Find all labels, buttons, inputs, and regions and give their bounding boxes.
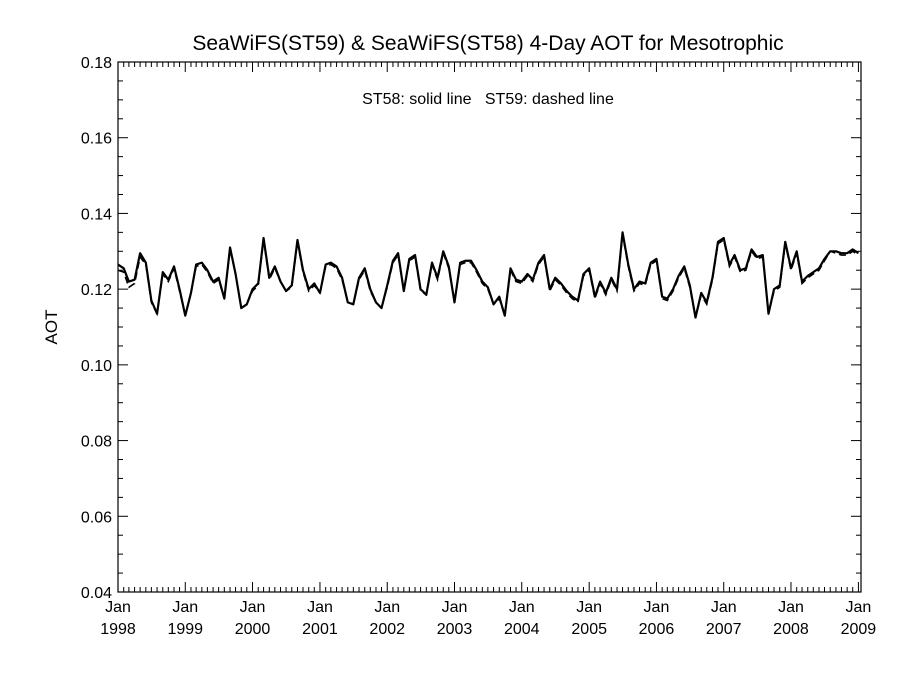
chart-annotation: ST58: solid line ST59: dashed line — [362, 91, 614, 108]
x-tick-label-year: 2006 — [639, 621, 675, 638]
plot-frame — [117, 61, 862, 593]
y-tick-label: 0.10 — [81, 358, 112, 375]
series-line-st58 — [117, 231, 860, 319]
x-tick-label-year: 2007 — [706, 621, 742, 638]
y-axis-label: AOT — [42, 310, 61, 345]
chart-title: SeaWiFS(ST59) & SeaWiFS(ST58) 4-Day AOT … — [192, 32, 783, 55]
y-axis: 0.04 0.06 0.08 0.10 0.12 0.14 0.16 0.18 — [81, 55, 861, 602]
y-tick-label: 0.08 — [81, 434, 112, 451]
x-tick-label-year: 2002 — [369, 621, 405, 638]
x-tick-label-year: 2003 — [437, 621, 473, 638]
x-tick-label-month: Jan — [240, 599, 266, 616]
x-tick-label-month: Jan — [172, 599, 198, 616]
y-tick-label: 0.04 — [81, 585, 112, 602]
x-axis: Jan 1998 Jan 1999 Jan 2000 Jan 2001 Jan 2002 Jan 20… — [100, 62, 876, 638]
x-tick-label-year: 2000 — [235, 621, 271, 638]
y-tick-label: 0.06 — [81, 509, 112, 526]
x-tick-label-year: 2004 — [504, 621, 540, 638]
x-tick-label-month: Jan — [374, 599, 400, 616]
series-line-st59 — [117, 234, 859, 318]
series-layer — [117, 231, 860, 319]
x-tick-label-year: 2005 — [571, 621, 607, 638]
y-tick-label: 0.16 — [81, 131, 112, 148]
y-tick-label: 0.18 — [81, 55, 112, 72]
x-tick-label-month: Jan — [509, 599, 535, 616]
x-tick-label-month: Jan — [105, 599, 131, 616]
x-tick-label-year: 2001 — [302, 621, 338, 638]
x-tick-label-year: 1998 — [100, 621, 136, 638]
x-tick-label-month: Jan — [644, 599, 670, 616]
x-tick-label-month: Jan — [576, 599, 602, 616]
x-tick-label-month: Jan — [307, 599, 333, 616]
x-tick-label-month: Jan — [846, 599, 872, 616]
x-tick-label-year: 2009 — [841, 621, 877, 638]
x-tick-label-year: 1999 — [167, 621, 203, 638]
y-tick-label: 0.12 — [81, 282, 112, 299]
x-tick-label-month: Jan — [711, 599, 737, 616]
x-tick-label-year: 2008 — [773, 621, 809, 638]
x-tick-label-month: Jan — [778, 599, 804, 616]
x-tick-label-month: Jan — [442, 599, 468, 616]
y-tick-label: 0.14 — [81, 206, 112, 223]
